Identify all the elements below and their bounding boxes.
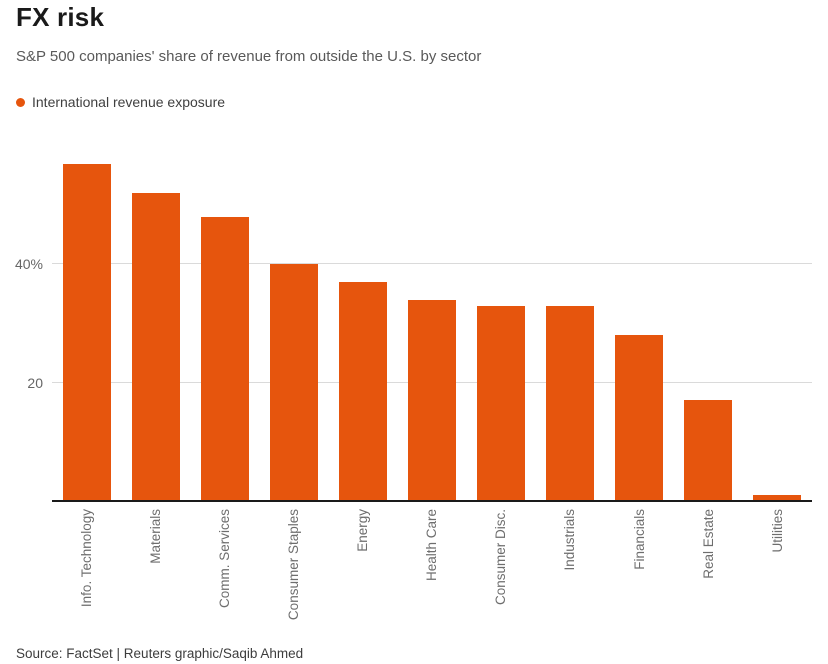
bar-slot xyxy=(190,140,259,501)
x-label-slot: Industrials xyxy=(536,509,605,641)
bar-materials xyxy=(131,193,180,501)
source-note: Source: FactSet | Reuters graphic/Saqib … xyxy=(16,646,304,661)
x-axis-label: Health Care xyxy=(424,509,440,582)
bar-comm-services xyxy=(200,216,249,501)
x-label-slot: Consumer Staples xyxy=(259,509,328,641)
bar-consumer-staples xyxy=(269,264,318,501)
x-axis-label: Real Estate xyxy=(700,509,716,579)
bar-slot xyxy=(536,140,605,501)
x-label-slot: Energy xyxy=(328,509,397,641)
x-label-slot: Comm. Services xyxy=(190,509,259,641)
x-label-slot: Utilities xyxy=(743,509,812,641)
x-axis-labels: Info. Technology Materials Comm. Services C… xyxy=(52,509,812,641)
y-tick-label-40: 40% xyxy=(14,256,43,273)
x-axis-label: Comm. Services xyxy=(216,509,232,609)
x-axis-label: Materials xyxy=(147,509,163,564)
x-axis-label: Utilities xyxy=(769,509,785,553)
x-label-slot: Real Estate xyxy=(674,509,743,641)
x-axis-label: Financials xyxy=(631,509,647,570)
plot-area: 20 40% xyxy=(15,140,812,502)
x-label-slot: Health Care xyxy=(397,509,466,641)
x-axis-line xyxy=(52,500,812,502)
bar-slot xyxy=(605,140,674,501)
chart-subtitle: S&P 500 companies' share of revenue from… xyxy=(16,48,482,65)
bar-slot xyxy=(328,140,397,501)
bar-real-estate xyxy=(684,400,733,501)
bar-utilities xyxy=(753,495,802,501)
bar-info-technology xyxy=(62,163,111,501)
bar-energy xyxy=(338,282,387,501)
x-axis-label: Consumer Staples xyxy=(286,509,302,621)
gridline-40 xyxy=(52,263,812,265)
x-label-slot: Info. Technology xyxy=(52,509,121,641)
bar-slot xyxy=(674,140,743,501)
legend-label: International revenue exposure xyxy=(32,94,226,110)
bar-slot xyxy=(121,140,190,501)
x-label-slot: Materials xyxy=(121,509,190,641)
y-tick-label-20: 20 xyxy=(27,374,43,391)
bar-slot xyxy=(259,140,328,501)
legend-swatch-icon xyxy=(16,97,25,107)
bar-health-care xyxy=(408,299,457,501)
bar-slot xyxy=(743,140,812,501)
bar-series xyxy=(52,140,812,501)
bar-slot xyxy=(397,140,466,501)
bar-slot xyxy=(467,140,536,501)
x-axis-label: Consumer Disc. xyxy=(493,509,509,606)
x-axis-label: Energy xyxy=(355,509,371,552)
bar-financials xyxy=(615,335,664,501)
bar-industrials xyxy=(546,305,595,501)
legend: International revenue exposure xyxy=(16,94,225,110)
x-label-slot: Financials xyxy=(605,509,674,641)
x-label-slot: Consumer Disc. xyxy=(467,509,536,641)
bar-slot xyxy=(52,140,121,501)
x-axis-label: Industrials xyxy=(562,509,578,571)
bar-consumer-disc xyxy=(477,305,526,501)
chart-title: FX risk xyxy=(16,2,105,32)
x-axis-label: Info. Technology xyxy=(78,509,94,608)
